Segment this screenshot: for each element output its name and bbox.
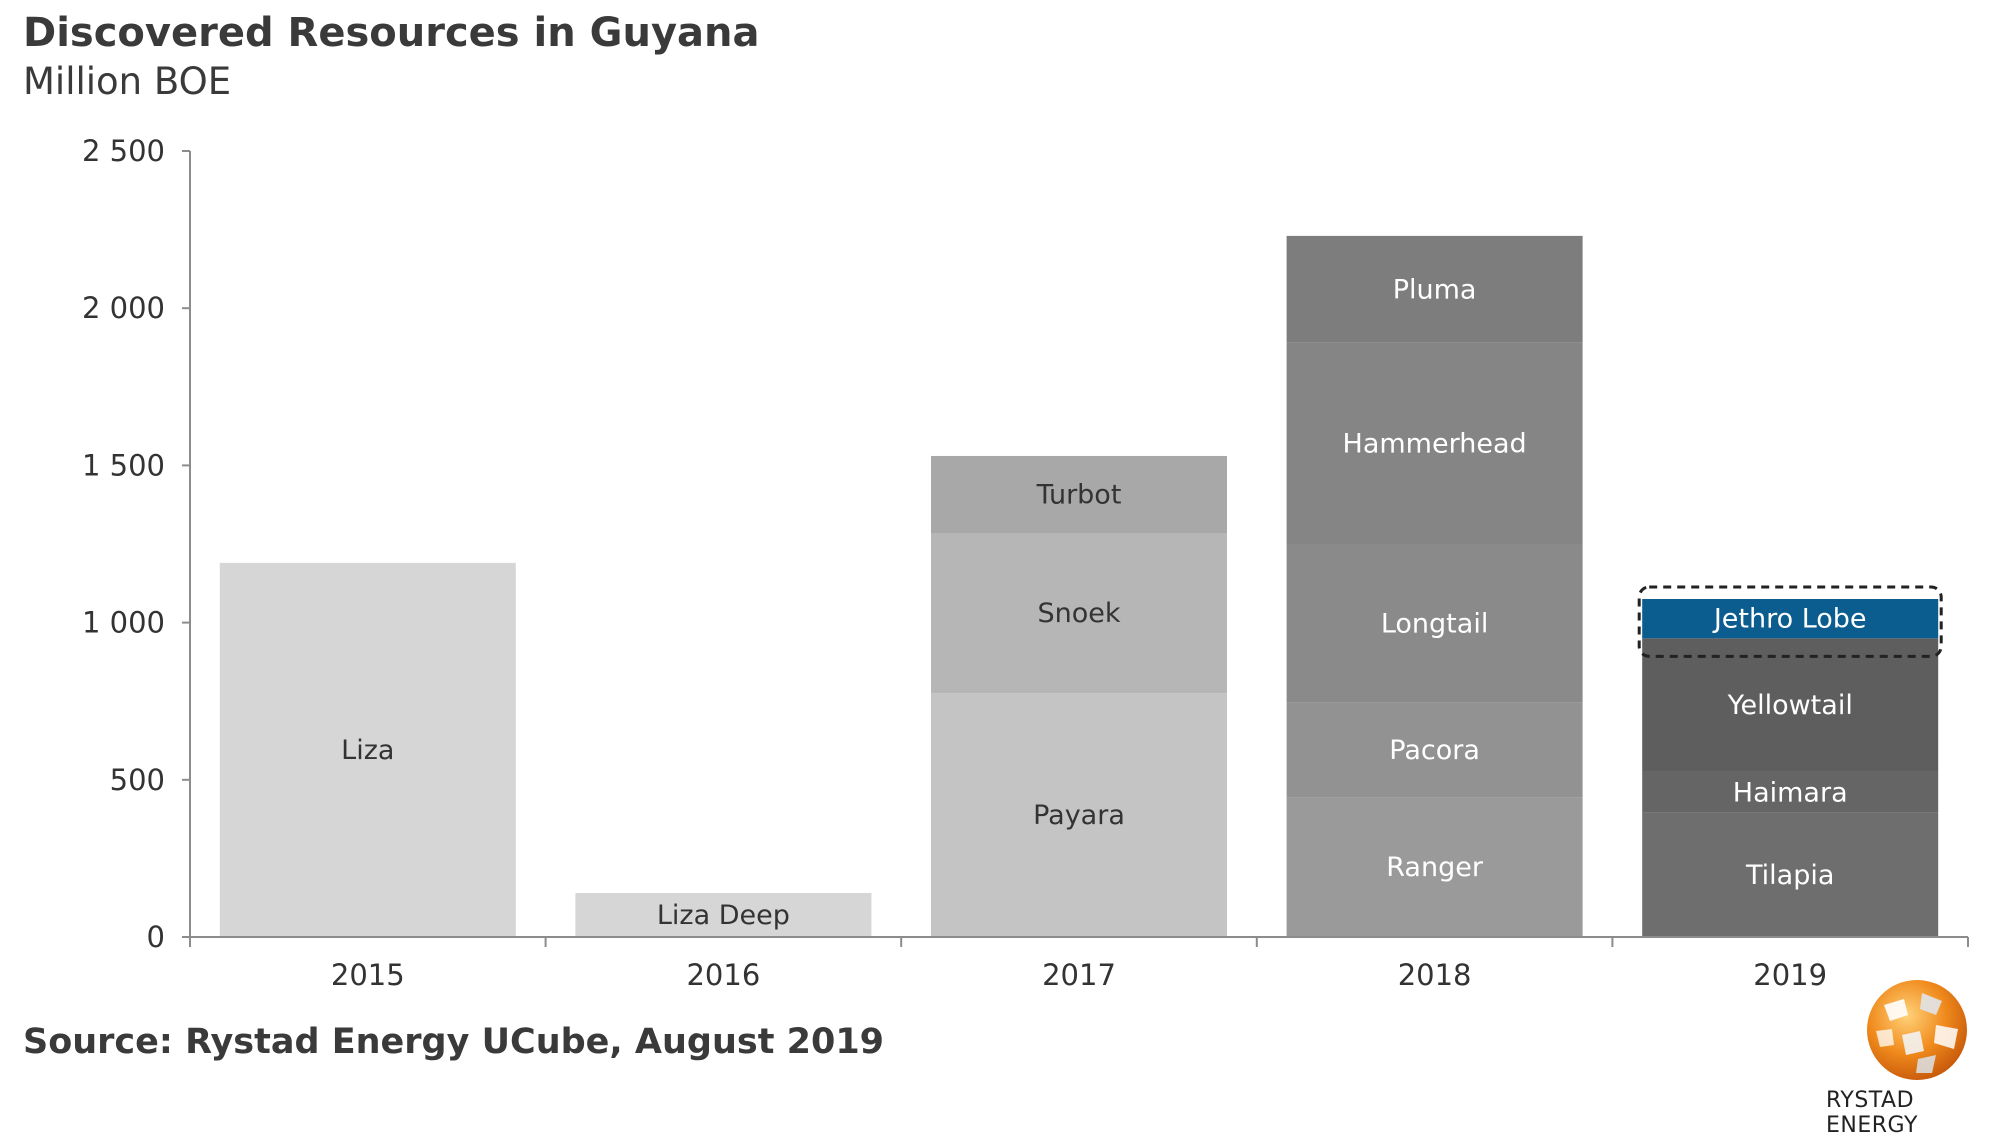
bar-segment-turbot [931,455,1227,533]
y-tick-label: 0 [147,920,165,954]
segment-label: Yellowtail [1727,690,1853,721]
bar-segment-ranger [1286,797,1583,937]
bar-segment-yellowtail [1642,638,1939,772]
segment-label: Snoek [1037,598,1120,629]
x-tick-label: 2019 [1753,958,1827,992]
x-tick-label: 2016 [686,958,760,992]
segment-label: Haimara [1733,777,1848,808]
rystad-globe-logo [1867,980,1967,1080]
bar-segment-tilapia [1642,812,1939,937]
y-tick-label: 1 500 [82,448,165,482]
segment-label: Pluma [1393,274,1477,305]
axes-layer: 2015 2016 2017 2018 2019 0 500 1 000 1 500 2 000 2… [82,134,1969,992]
segment-label: Turbot [1036,479,1122,510]
stacked-bar-chart: Liza Liza Deep Payara Snoek Turbot Ranger Paco… [82,134,1969,992]
bar-segment-haimara [1642,771,1939,813]
y-tick-label: 2 000 [82,291,165,325]
brand-name: RYSTAD ENERGY [1826,1088,1918,1138]
bar-segment-liza-deep [575,892,872,937]
segment-label: Payara [1033,800,1125,831]
segment-label: Tilapia [1745,860,1834,891]
bar-segment-pacora [1286,702,1583,798]
segment-label: Liza [341,735,394,766]
bar-segment-longtail [1286,544,1583,703]
chart-subtitle: Million BOE [23,60,232,103]
x-tick-label: 2018 [1398,958,1472,992]
source-note: Source: Rystad Energy UCube, August 2019 [23,1022,885,1062]
chart-title: Discovered Resources in Guyana [23,10,760,56]
bar-segment-liza [219,562,516,937]
segment-label: Hammerhead [1343,428,1527,459]
segment-label: Pacora [1389,735,1480,766]
y-tick-label: 1 000 [82,606,165,640]
x-tick-label: 2015 [331,958,405,992]
bar-segment-hammerhead [1286,342,1583,544]
y-tick-label: 500 [110,763,165,797]
segment-label: Longtail [1381,608,1488,639]
bars-layer: Liza Liza Deep Payara Snoek Turbot Ranger Paco… [219,235,1943,937]
y-tick-label: 2 500 [82,134,165,168]
segment-label: Liza Deep [657,900,790,931]
x-tick-label: 2017 [1042,958,1116,992]
bar-segment-jethro-lobe [1642,599,1939,639]
segment-label: Ranger [1386,852,1484,883]
bar-segment-snoek [931,532,1227,694]
bar-segment-payara [931,693,1227,937]
segment-label: Jethro Lobe [1712,604,1867,635]
bar-segment-pluma [1286,235,1583,343]
highlight-dashed-box [1637,585,1943,658]
